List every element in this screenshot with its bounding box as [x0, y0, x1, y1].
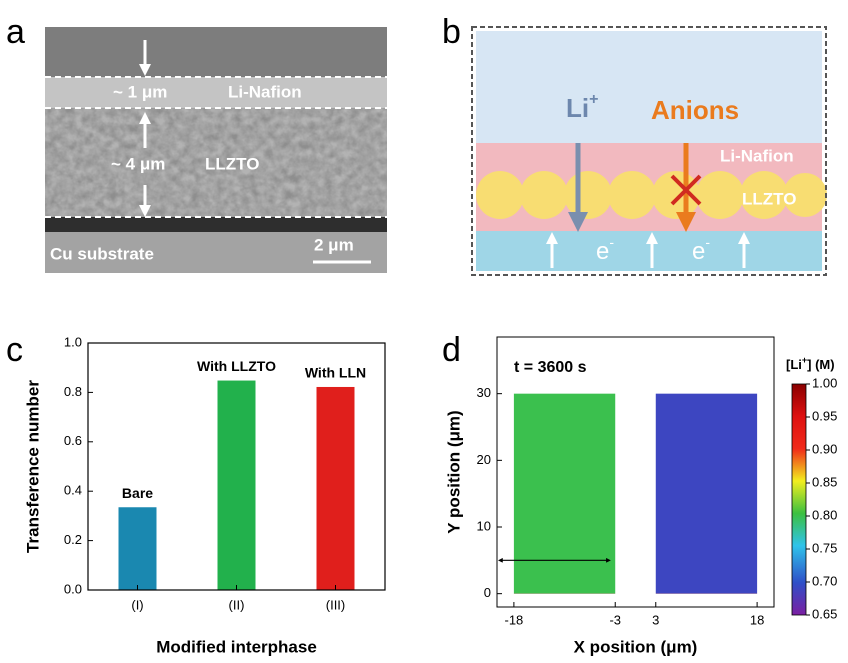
bar	[119, 507, 157, 590]
charts: 0.0 0.2 0.4 0.6 0.8 1.0 (I) Bare (II) With LLZTO (…	[23, 334, 837, 656]
layer-label: LLZTO	[742, 189, 796, 208]
electron-sup: -	[609, 234, 614, 250]
panel-label: c	[6, 331, 23, 369]
thickness-label: ~ 4 μm	[111, 154, 165, 173]
panel-label: b	[442, 13, 461, 51]
colorbar-tick-label: 1.00	[812, 375, 837, 390]
x-axis-label: Modified interphase	[156, 637, 317, 656]
bar-annotation: With LLN	[305, 365, 366, 381]
ion-label-text: Li	[566, 93, 589, 123]
bar-annotation: Bare	[122, 485, 153, 501]
layer-label: Li-Nafion	[228, 82, 302, 101]
y-tick-label: 0.0	[64, 581, 82, 596]
x-tick-label: (III)	[326, 597, 346, 612]
y-tick-label: 10	[477, 518, 491, 533]
y-tick-label: 0.2	[64, 532, 82, 547]
colorbar-tick-label: 0.70	[812, 573, 837, 588]
ion-label: Anions	[651, 95, 739, 125]
bar	[218, 381, 256, 590]
colorbar-label-tail: ] (M)	[807, 357, 834, 372]
sem-image: ~ 1 μm Li-Nafion ~ 4 μm LLZTO Cu substra…	[45, 27, 387, 273]
layer-label: Li-Nafion	[720, 146, 794, 165]
colorbar-label: [Li+] (M)	[786, 355, 835, 372]
layer-label: LLZTO	[205, 154, 259, 173]
y-tick-label: 0.6	[64, 433, 82, 448]
y-axis-label: Y position (μm)	[444, 410, 463, 533]
colorbar-label-text: [Li	[786, 357, 802, 372]
panel-label: a	[6, 13, 25, 51]
colorbar-tick-label: 0.90	[812, 441, 837, 456]
x-tick-label: 18	[750, 612, 764, 627]
annotation: t = 3600 s	[514, 359, 587, 376]
electron-sup: -	[705, 234, 710, 250]
electron-text: e	[692, 238, 705, 265]
electron-text: e	[596, 238, 609, 265]
panel-label: d	[442, 331, 461, 369]
colorbar-tick-label: 0.75	[812, 540, 837, 555]
concentration-region	[514, 394, 615, 594]
colorbar	[792, 384, 806, 615]
x-axis-label: X position (μm)	[574, 637, 698, 656]
bar	[317, 387, 355, 590]
y-tick-label: 30	[477, 385, 491, 400]
y-tick-label: 0.4	[64, 483, 82, 498]
scale-bar-label: 2 μm	[314, 235, 354, 254]
x-tick-label: (II)	[229, 597, 245, 612]
x-tick-label: -18	[504, 612, 523, 627]
thickness-label: ~ 1 μm	[113, 82, 167, 101]
diagram: Li+ Anions Li-Nafion LLZTO e- e-	[472, 27, 827, 275]
layer-label: Cu substrate	[50, 244, 154, 263]
x-tick-label: -3	[609, 612, 621, 627]
y-tick-label: 20	[477, 452, 491, 467]
colorbar-tick-label: 0.95	[812, 408, 837, 423]
bar-annotation: With LLZTO	[197, 358, 276, 374]
y-tick-label: 0.8	[64, 384, 82, 399]
figure: a b c d ~ 1 μm Li-Nafion ~ 4 μm LLZTO Cu…	[0, 0, 848, 663]
y-tick-label: 1.0	[64, 334, 82, 349]
colorbar-tick-label: 0.80	[812, 507, 837, 522]
x-tick-label: (I)	[131, 597, 143, 612]
colorbar-tick-label: 0.85	[812, 474, 837, 489]
ion-label-sup: +	[589, 91, 598, 108]
colorbar-tick-label: 0.65	[812, 606, 837, 621]
y-tick-label: 0	[484, 585, 491, 600]
y-axis-label: Transference number	[23, 380, 42, 553]
concentration-region	[656, 394, 757, 594]
x-tick-label: 3	[652, 612, 659, 627]
